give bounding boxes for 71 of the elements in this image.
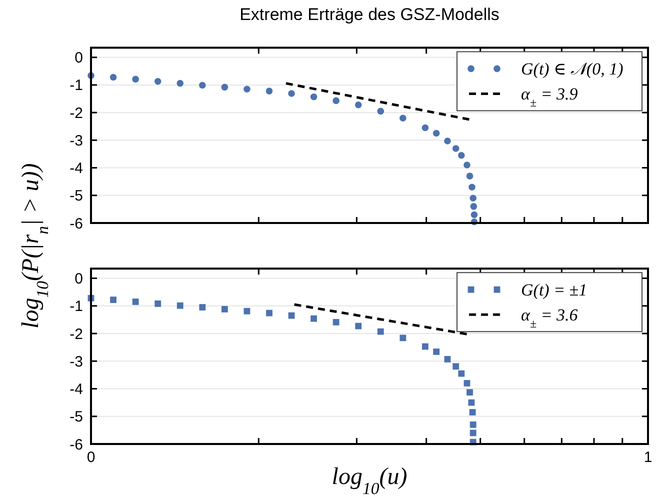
point xyxy=(199,82,206,89)
point xyxy=(422,343,428,350)
point xyxy=(470,211,478,218)
point xyxy=(470,194,476,202)
point xyxy=(464,380,470,386)
x-axis-title: log$_{10}$(u) xyxy=(332,464,408,497)
y-tick-label: -2 xyxy=(70,104,83,122)
point xyxy=(466,172,474,180)
point xyxy=(469,409,476,416)
point xyxy=(110,296,116,304)
y-tick-label: 0 xyxy=(74,270,83,288)
y-tick-label: -6 xyxy=(70,215,83,232)
point xyxy=(470,430,476,436)
point xyxy=(377,108,384,115)
point xyxy=(444,138,451,144)
point xyxy=(332,97,340,104)
y-tick-label: -3 xyxy=(70,353,83,370)
point xyxy=(266,310,272,316)
point xyxy=(470,203,478,210)
point xyxy=(288,312,295,319)
point xyxy=(470,421,476,428)
legend-label: G(t) = ±1 xyxy=(521,280,588,300)
point xyxy=(176,302,184,309)
point xyxy=(310,315,317,322)
point xyxy=(468,184,476,191)
point xyxy=(110,74,117,81)
point xyxy=(444,356,451,362)
legend-label: α$_{±}$ = 3.6 xyxy=(521,306,578,331)
y-tick-label: -2 xyxy=(70,326,83,343)
point xyxy=(266,88,273,94)
point xyxy=(422,124,429,132)
y-tick-label: 0 xyxy=(74,50,83,67)
point xyxy=(221,306,228,312)
y-tick-label: -5 xyxy=(70,188,83,205)
point xyxy=(458,370,465,377)
point xyxy=(458,152,465,159)
point xyxy=(310,93,318,100)
point xyxy=(354,101,362,108)
point xyxy=(154,78,162,85)
y-tick-label: -5 xyxy=(70,408,83,426)
point xyxy=(154,300,162,307)
point xyxy=(452,145,460,152)
y-tick-label: -1 xyxy=(70,298,83,316)
legend-label: α$_{±}$ = 3.9 xyxy=(521,84,578,110)
y-tick-label: -4 xyxy=(70,160,83,178)
point xyxy=(466,389,473,396)
point xyxy=(288,90,295,97)
y-tick-label: -6 xyxy=(70,436,83,454)
y-tick-label: -4 xyxy=(70,381,83,398)
point xyxy=(132,76,139,83)
point xyxy=(176,80,184,87)
point xyxy=(400,114,406,122)
point xyxy=(244,308,250,314)
point xyxy=(468,399,475,406)
point xyxy=(432,130,440,137)
legend-label: G(t) ∈ 𝒩(0, 1) xyxy=(521,60,624,79)
x-tick-label: 1 xyxy=(644,449,652,466)
y-tick-label: -1 xyxy=(70,77,83,94)
point xyxy=(433,348,440,355)
point xyxy=(199,304,206,310)
point xyxy=(355,322,362,330)
point xyxy=(332,318,340,326)
point xyxy=(221,84,228,91)
y-tick-label: -3 xyxy=(70,132,83,150)
point xyxy=(452,363,460,370)
point xyxy=(132,298,139,305)
point xyxy=(464,162,470,168)
chart-title: Extreme Erträge des GSZ-Modells xyxy=(240,5,500,24)
point xyxy=(244,86,250,93)
point xyxy=(377,328,384,335)
point xyxy=(400,334,406,342)
